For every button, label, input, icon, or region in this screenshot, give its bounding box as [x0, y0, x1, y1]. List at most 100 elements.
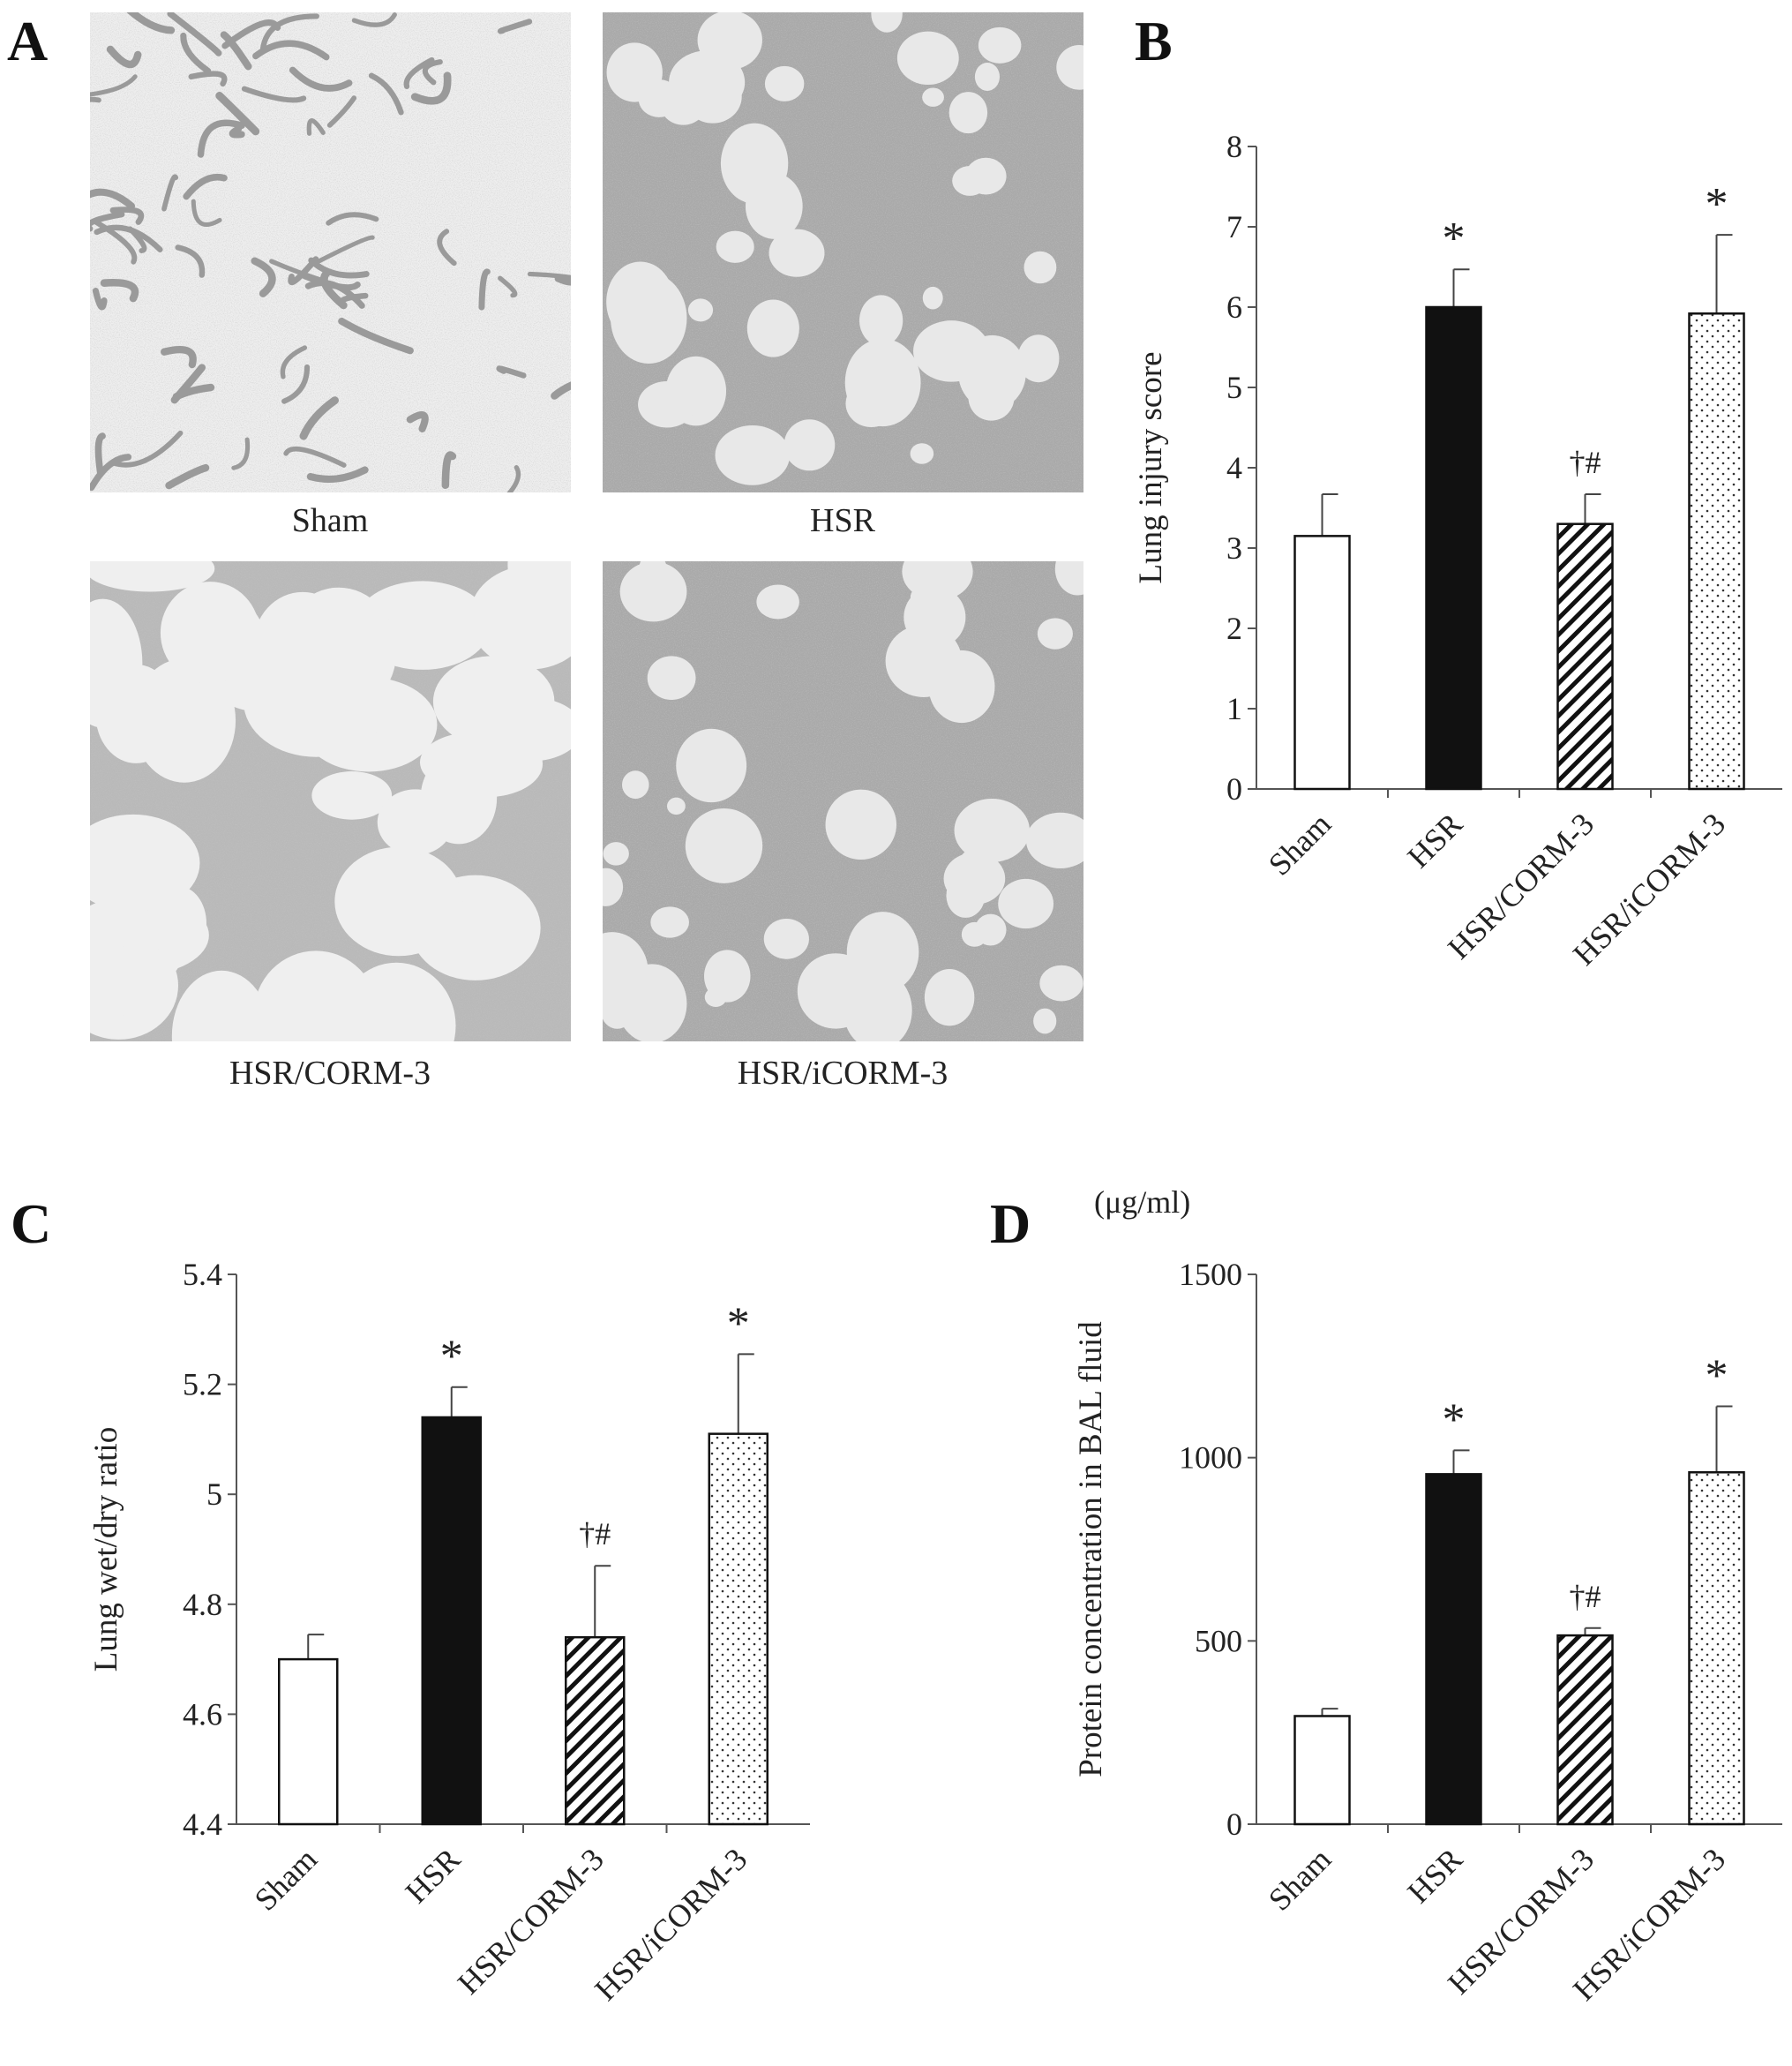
y-tick-label: 4	[1226, 450, 1242, 485]
bar-sham	[1293, 1715, 1351, 1826]
alveolar-space	[769, 229, 825, 277]
alveolar-space	[685, 808, 763, 883]
panel-letter: D	[990, 1192, 1031, 1255]
alveolar-space	[160, 582, 260, 684]
bar-hsr-icorm-3	[708, 1432, 769, 1826]
y-tick-label: 2	[1226, 611, 1242, 646]
alveolar-space	[1056, 45, 1083, 90]
alveolar-space	[603, 868, 624, 906]
category-label: HSR/iCORM-3	[588, 1841, 754, 2007]
alveolar-space	[171, 970, 272, 1041]
significance-label: †#	[1570, 1579, 1601, 1614]
alveolar-space	[756, 584, 799, 620]
alveolar-space	[667, 797, 686, 815]
alveolar-space	[784, 419, 836, 471]
unit-label: (μg/ml)	[1094, 1184, 1190, 1220]
alveolar-space	[974, 62, 1001, 91]
y-tick-label: 5.2	[183, 1367, 222, 1402]
alveolar-space	[650, 906, 689, 938]
category-label: HSR	[1400, 1841, 1469, 1910]
alveolar-space	[687, 298, 714, 322]
tissue-strand	[197, 119, 245, 158]
significance-label: *	[1443, 1394, 1466, 1445]
tissue-strand	[317, 235, 375, 264]
tissue-strand	[326, 212, 379, 226]
alveolar-space	[764, 65, 805, 101]
tissue-strand	[229, 125, 245, 139]
alveolar-space	[924, 969, 975, 1026]
alveolar-space	[859, 295, 903, 346]
tissue-strand	[527, 271, 571, 281]
tissue-strand	[283, 446, 347, 468]
alveolar-space	[603, 932, 649, 1012]
tissue-strand	[306, 117, 326, 136]
chart-d: D (μg/ml) 0 500 1000 1500 Protein concentratio…	[990, 1184, 1782, 2008]
alveolar-space	[913, 320, 990, 382]
tissue-strand	[165, 463, 210, 490]
alveolar-space	[621, 770, 649, 800]
significance-label: †#	[579, 1516, 611, 1551]
tissue-strand	[191, 199, 222, 227]
micrograph-1: Sham	[90, 12, 571, 539]
significance-label: *	[1706, 1351, 1728, 1401]
tissue-strand	[410, 71, 452, 105]
tissue-strand	[175, 244, 206, 278]
alveolar-space	[922, 286, 943, 310]
bar-hsr	[1425, 1473, 1482, 1826]
tissue-strand	[90, 211, 125, 232]
y-tick-label: 5.4	[183, 1257, 222, 1292]
tissue-strand	[368, 72, 404, 116]
alveolar-space	[871, 12, 903, 33]
tissue-strand	[111, 430, 184, 468]
alveolar-space	[1039, 965, 1083, 1002]
significance-label: *	[1706, 179, 1728, 229]
micrograph-caption: HSR/iCORM-3	[738, 1055, 948, 1092]
alveolar-space	[943, 853, 1006, 905]
micrograph-3: HSR/CORM-3	[90, 561, 571, 1092]
alveolar-space	[715, 425, 791, 485]
tissue-strand	[496, 365, 527, 379]
alveolar-space	[281, 587, 397, 715]
tissue-strand	[90, 188, 136, 210]
tissue-texture	[90, 12, 571, 492]
tissue-strand	[167, 12, 222, 56]
alveolar-space	[1025, 812, 1083, 868]
alveolar-space	[1037, 618, 1073, 650]
alveolar-space	[896, 31, 959, 86]
alveolar-space	[968, 373, 1015, 421]
category-label: HSR	[1400, 806, 1469, 875]
y-tick-label: 8	[1226, 129, 1242, 164]
y-tick-label: 0	[1226, 771, 1242, 807]
tissue-strand	[161, 174, 179, 212]
alveolar-space	[763, 919, 809, 959]
alveolar-space	[90, 814, 200, 912]
alveolar-space	[1054, 561, 1083, 596]
alveolar-space	[1033, 1008, 1057, 1034]
y-tick-label: 1	[1226, 691, 1242, 726]
bar-sham	[1293, 535, 1351, 791]
alveolar-space	[377, 789, 454, 856]
tissue-strand	[498, 275, 518, 298]
tissue-strand	[437, 229, 457, 267]
bar-hsr	[1425, 305, 1482, 791]
alveolar-space	[902, 561, 973, 601]
tissue-strand	[220, 31, 252, 71]
alveolar-space	[946, 652, 973, 680]
alveolar-space	[132, 658, 236, 783]
alveolar-space	[745, 173, 803, 239]
panel-letter: B	[1135, 10, 1173, 72]
panel-a-letter: A	[7, 10, 48, 72]
alveolar-space	[101, 943, 176, 1018]
y-tick-label: 500	[1195, 1623, 1242, 1658]
alveolar-space	[922, 87, 944, 107]
alveolar-space	[952, 165, 988, 196]
tissue-strand	[90, 96, 101, 103]
alveolar-space	[978, 26, 1022, 64]
alveolar-space	[253, 950, 379, 1041]
micrograph-4: HSR/iCORM-3	[603, 561, 1083, 1092]
significance-label: *	[440, 1332, 463, 1382]
tissue-strand	[441, 451, 457, 489]
tissue-strand	[90, 74, 138, 97]
